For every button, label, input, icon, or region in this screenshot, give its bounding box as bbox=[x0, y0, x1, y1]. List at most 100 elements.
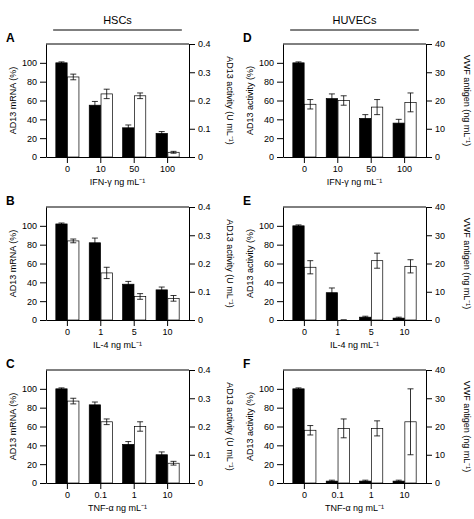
frame-top bbox=[46, 44, 189, 45]
y-tick-label: 100 bbox=[259, 384, 274, 394]
y-tick-label: 40 bbox=[264, 441, 274, 451]
y-tick-label: 0 bbox=[32, 315, 37, 325]
y2-axis: 010203040 bbox=[426, 202, 445, 325]
x-tick-mark bbox=[167, 157, 168, 163]
bar bbox=[338, 101, 349, 158]
y-tick-mark bbox=[277, 157, 283, 158]
bar bbox=[371, 428, 382, 483]
y2-axis-title: VWF antigen (ng mL⁻¹) bbox=[462, 218, 472, 310]
title-underline bbox=[290, 30, 419, 31]
y2-tick: 0.1 bbox=[189, 450, 211, 460]
y-axis: 020406080100 bbox=[259, 208, 284, 326]
y2-tick-label: 0.2 bbox=[198, 259, 211, 269]
error-bar bbox=[307, 261, 313, 274]
x-tick-mark bbox=[304, 483, 305, 489]
y-tick-label: 80 bbox=[264, 77, 274, 87]
y-axis: 020406080100 bbox=[259, 45, 284, 163]
y-tick-label: 60 bbox=[27, 96, 37, 106]
x-tick-label: 10 bbox=[400, 490, 410, 500]
panel-label: A bbox=[6, 31, 15, 45]
y-tick: 40 bbox=[27, 278, 46, 288]
x-tick-label: 0 bbox=[302, 327, 307, 337]
y-tick-label: 20 bbox=[27, 297, 37, 307]
x-tick-label: 1 bbox=[335, 327, 340, 337]
y-tick: 0 bbox=[32, 478, 46, 488]
y2-tick-mark bbox=[426, 129, 432, 130]
y2-tick: 0.3 bbox=[189, 68, 211, 78]
y-tick: 0 bbox=[269, 478, 283, 488]
y2-tick: 20 bbox=[426, 259, 445, 269]
x-tick-mark bbox=[134, 157, 135, 163]
y-tick-mark bbox=[277, 408, 283, 409]
y2-tick-mark bbox=[189, 129, 195, 130]
y-tick-mark bbox=[277, 301, 283, 302]
y2-tick: 0 bbox=[189, 315, 203, 325]
error-bar bbox=[92, 402, 98, 408]
y-tick: 60 bbox=[264, 259, 283, 269]
error-bar bbox=[374, 100, 380, 115]
y-tick: 80 bbox=[27, 240, 46, 250]
y-tick: 0 bbox=[269, 315, 283, 325]
y2-tick: 0.4 bbox=[189, 365, 211, 375]
y2-tick: 0 bbox=[426, 478, 440, 488]
x-tick-label: 10 bbox=[96, 164, 106, 174]
x-tick-label: 100 bbox=[160, 164, 175, 174]
bar bbox=[101, 273, 112, 320]
frame-top bbox=[283, 207, 426, 208]
error-bar bbox=[125, 281, 131, 287]
x-axis-title: IL-4 ng mL⁻¹ bbox=[93, 340, 142, 350]
plot-area bbox=[56, 223, 179, 320]
y-tick: 20 bbox=[27, 134, 46, 144]
y2-tick: 20 bbox=[426, 96, 445, 106]
x-tick-mark bbox=[404, 483, 405, 489]
plot-area bbox=[293, 388, 416, 483]
bar-series bbox=[305, 93, 417, 157]
bar bbox=[393, 481, 404, 483]
bar bbox=[89, 405, 100, 483]
y2-tick: 10 bbox=[426, 124, 445, 134]
y2-tick: 0.3 bbox=[189, 231, 211, 241]
y2-tick-mark bbox=[426, 72, 432, 73]
error-bar bbox=[362, 316, 368, 318]
error-bar bbox=[329, 480, 335, 482]
x-tick: 0 bbox=[65, 157, 70, 174]
y-tick: 0 bbox=[32, 152, 46, 162]
y-tick-label: 0 bbox=[269, 315, 274, 325]
y2-tick-mark bbox=[426, 264, 432, 265]
y-tick: 60 bbox=[27, 259, 46, 269]
y2-axis: 00.10.20.30.4 bbox=[189, 202, 211, 325]
error-bar bbox=[159, 287, 165, 293]
y-tick-mark bbox=[40, 63, 46, 64]
frame-top bbox=[46, 207, 189, 208]
error-bar bbox=[341, 96, 347, 105]
bar bbox=[371, 261, 382, 320]
x-tick: 1 bbox=[132, 483, 137, 500]
y-axis-title: AD13 activity (%) bbox=[245, 229, 255, 298]
y2-tick-mark bbox=[189, 370, 195, 371]
plot-area bbox=[56, 388, 179, 483]
y2-tick-label: 0.3 bbox=[198, 231, 211, 241]
bar bbox=[326, 481, 337, 483]
y2-tick-label: 0.2 bbox=[198, 422, 211, 432]
x-tick-label: 50 bbox=[129, 164, 139, 174]
y-tick: 100 bbox=[22, 384, 46, 394]
y2-tick-label: 0.2 bbox=[198, 96, 211, 106]
y-tick-label: 80 bbox=[264, 403, 274, 413]
y2-axis-title: VWF antigen (ng mL⁻¹) bbox=[462, 381, 472, 473]
y2-axis-title: AD13 activity (U mL⁻¹) bbox=[225, 219, 235, 308]
x-tick-mark bbox=[337, 157, 338, 163]
y2-axis: 00.10.20.30.4 bbox=[189, 365, 211, 488]
y-tick: 100 bbox=[259, 384, 283, 394]
y2-tick-mark bbox=[189, 101, 195, 102]
y2-tick: 40 bbox=[426, 202, 445, 212]
x-tick-mark bbox=[67, 157, 68, 163]
title-underline bbox=[53, 30, 182, 31]
x-tick: 0.1 bbox=[95, 483, 108, 500]
y2-tick-label: 0.3 bbox=[198, 68, 211, 78]
bar bbox=[101, 94, 112, 157]
x-tick: 10 bbox=[400, 320, 410, 337]
bar bbox=[305, 104, 316, 157]
y2-tick-mark bbox=[426, 101, 432, 102]
y-tick-label: 20 bbox=[264, 460, 274, 470]
y-tick-label: 20 bbox=[264, 297, 274, 307]
